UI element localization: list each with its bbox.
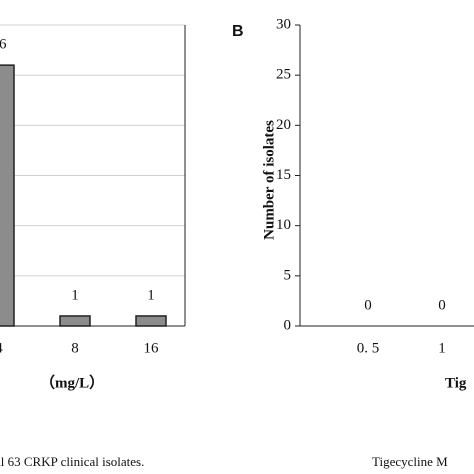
value-label: 1 (71, 287, 79, 303)
y-tick-label: 15 (276, 167, 291, 183)
x-axis-title: Tig (445, 375, 467, 391)
x-axis-title: （mg/L） (40, 373, 104, 391)
bar (135, 315, 167, 327)
x-tick-label: 1 (438, 340, 446, 356)
x-tick-label: 16 (144, 340, 160, 356)
value-label: 1 (147, 287, 155, 303)
x-tick-label: 8 (71, 340, 79, 356)
y-tick-label: 0 (284, 317, 292, 333)
value-label: 0 (438, 297, 446, 313)
bar (59, 315, 91, 327)
x-tick-label: 0. 5 (357, 340, 380, 356)
value-label: 26 (0, 37, 7, 53)
caption: Tigecycline M (372, 454, 448, 469)
y-axis-title: Number of isolates (261, 120, 277, 240)
value-label: 0 (364, 297, 372, 313)
x-tick-label: 4 (0, 340, 3, 356)
y-tick-label: 20 (276, 117, 291, 133)
y-tick-label: 10 (276, 217, 291, 233)
bar (0, 64, 15, 327)
caption: al 63 CRKP clinical isolates. (0, 454, 144, 469)
panel-label: B (232, 23, 244, 40)
y-tick-label: 30 (276, 16, 291, 32)
y-tick-label: 5 (284, 267, 292, 283)
y-tick-label: 25 (276, 67, 291, 83)
